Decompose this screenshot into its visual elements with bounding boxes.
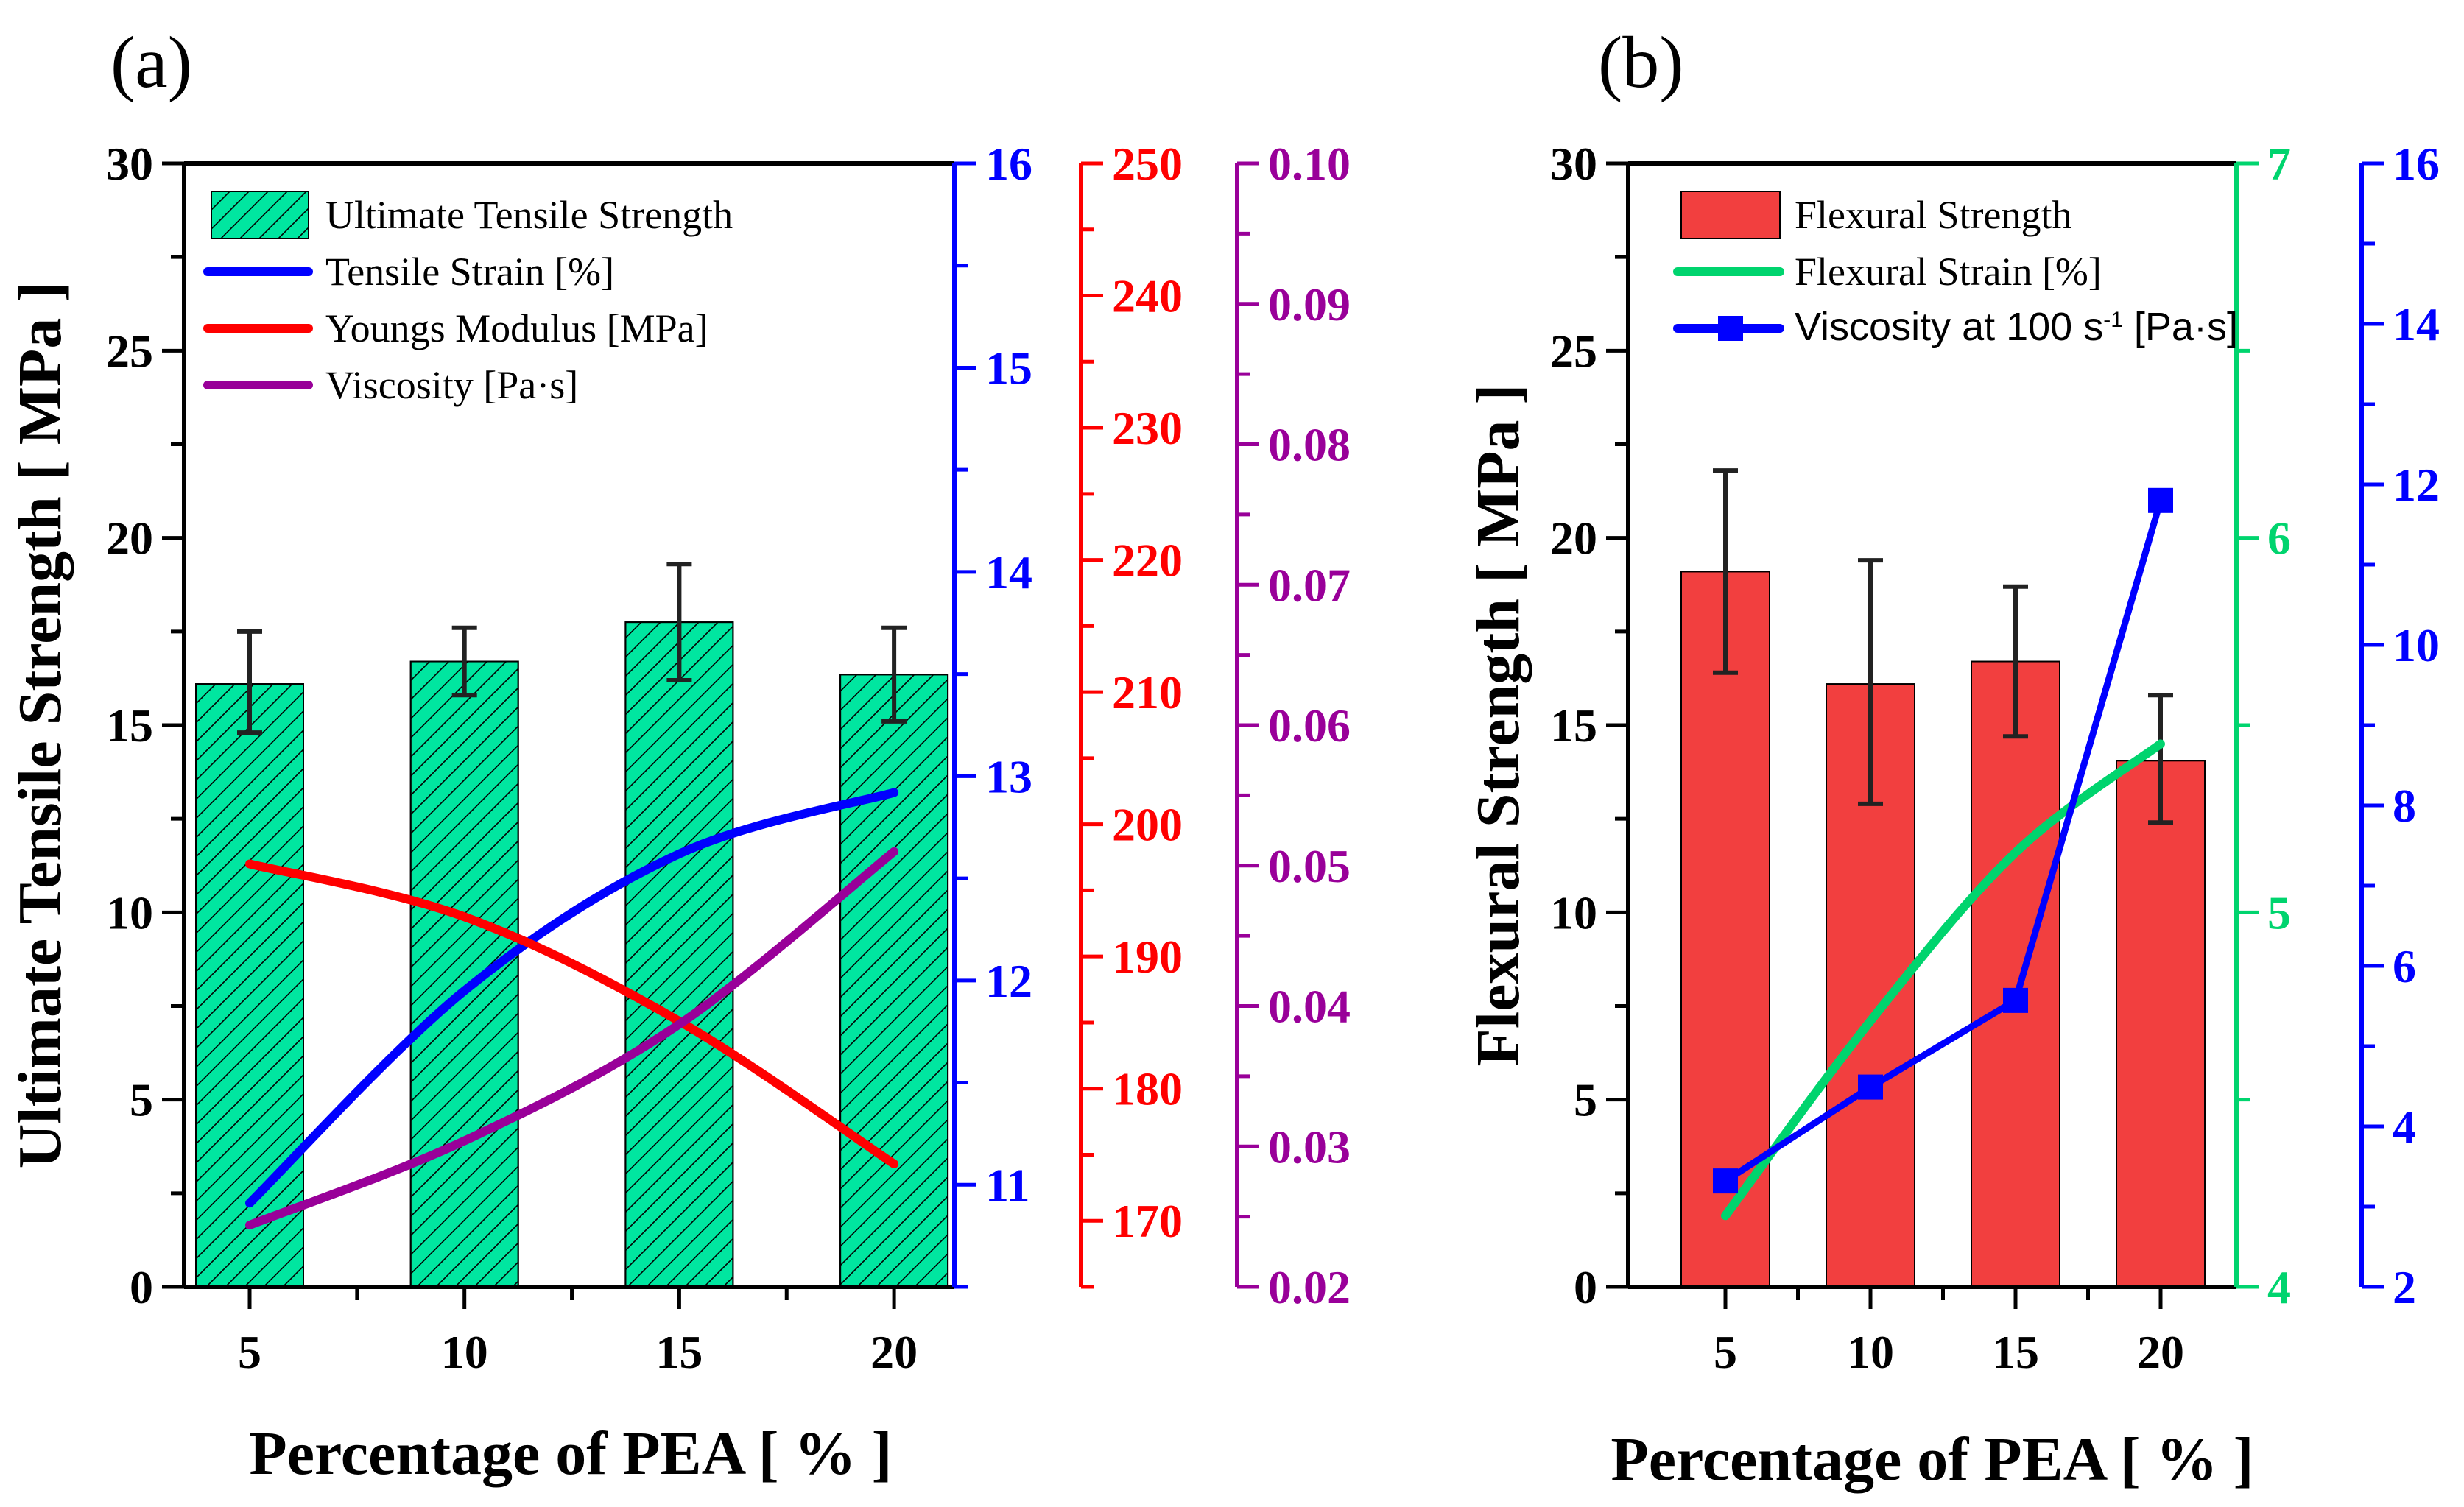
y-tick-label-modulus: 190 xyxy=(1112,931,1183,983)
y-tick-label-strain: 7 xyxy=(2267,138,2291,190)
y-axis-title-b: Flexural Strength [ MPa ] xyxy=(1464,384,1532,1067)
bar-hatch xyxy=(624,621,734,1288)
x-tick-label: 20 xyxy=(870,1326,918,1378)
data-point-marker xyxy=(2148,487,2173,513)
x-tick-label: 10 xyxy=(1847,1326,1894,1378)
panel-label-a: (a) xyxy=(110,21,192,103)
legend-label-suffix: [Pa·s] xyxy=(2123,305,2238,349)
y-tick-label-left: 30 xyxy=(1550,138,1597,190)
x-axis-title-a: Percentage of PEA [ % ] xyxy=(249,1419,892,1488)
y-tick-label-modulus: 240 xyxy=(1112,270,1183,322)
bar-hatch xyxy=(839,674,949,1288)
y-tick-label-strain: 14 xyxy=(985,546,1032,599)
y-tick-label-strain: 11 xyxy=(985,1159,1029,1211)
y-tick-label-viscosity: 12 xyxy=(2393,459,2440,511)
x-tick-label: 5 xyxy=(238,1326,261,1378)
y-tick-label-left: 10 xyxy=(106,886,153,939)
bar-hatch xyxy=(195,683,304,1288)
y-tick-label-viscosity: 16 xyxy=(2393,138,2440,190)
bar xyxy=(2116,760,2206,1288)
series-line-strain xyxy=(245,788,899,1208)
legend-label: Viscosity [Pa·s] xyxy=(325,363,578,407)
y-tick-label-viscosity: 0.09 xyxy=(1268,278,1351,331)
x-tick-label: 10 xyxy=(441,1326,488,1378)
y-tick-label-viscosity: 6 xyxy=(2393,940,2416,992)
x-tick-label: 15 xyxy=(1992,1326,2039,1378)
series-line-viscosity xyxy=(245,847,899,1230)
y-tick-label-viscosity: 0.04 xyxy=(1268,981,1351,1033)
y-tick-label-modulus: 170 xyxy=(1112,1195,1183,1247)
legend-swatch-hatch xyxy=(211,191,309,239)
bar-hatch xyxy=(409,660,519,1288)
y-tick-label-strain: 6 xyxy=(2267,512,2291,565)
y-tick-label-viscosity: 0.10 xyxy=(1268,138,1351,190)
y-tick-label-viscosity: 8 xyxy=(2393,780,2416,832)
legend-label: Viscosity at 100 s-1 [Pa·s] xyxy=(1795,305,2238,349)
data-point-marker xyxy=(1713,1168,1738,1194)
series-line-strain xyxy=(1721,739,2165,1221)
legend-label-main: Viscosity at 100 s xyxy=(1795,305,2103,349)
y-axis-title-a: Ultimate Tensile Strength [ MPa ] xyxy=(6,282,74,1169)
legend-label: Flexural Strength xyxy=(1795,193,2071,237)
y-tick-label-left: 15 xyxy=(106,699,153,752)
series-line-viscosity xyxy=(1723,499,2164,1184)
x-tick-label: 15 xyxy=(655,1326,703,1378)
y-tick-label-left: 25 xyxy=(106,325,153,377)
y-tick-label-left: 10 xyxy=(1550,886,1597,939)
y-tick-label-strain: 16 xyxy=(985,138,1032,190)
panel-b: 5 10 15 20 0 5 10 15 20 25 30 4 5 6 7 2 4 6 8 10 12 14 16 Flexu… xyxy=(1550,138,2440,1378)
y-tick-label-strain: 15 xyxy=(985,342,1032,394)
series-line-modulus xyxy=(245,859,899,1169)
y-tick-label-left: 15 xyxy=(1550,699,1597,752)
data-point-marker xyxy=(1858,1074,1883,1100)
legend-swatch-bar xyxy=(1680,191,1781,239)
legend-label-superscript: -1 xyxy=(2103,308,2123,332)
y-tick-label-viscosity: 0.05 xyxy=(1268,840,1351,892)
bar xyxy=(1680,571,1770,1288)
x-axis-title-b: Percentage of PEA [ % ] xyxy=(1611,1425,2253,1494)
y-tick-label-modulus: 180 xyxy=(1112,1063,1183,1115)
legend-swatch-marker xyxy=(1718,316,1743,341)
y-tick-label-left: 20 xyxy=(106,512,153,565)
y-tick-label-viscosity: 0.02 xyxy=(1268,1261,1351,1313)
bar xyxy=(1971,660,2060,1288)
x-tick-label: 5 xyxy=(1714,1326,1737,1378)
y-tick-label-viscosity: 0.03 xyxy=(1268,1120,1351,1173)
y-tick-label-strain: 4 xyxy=(2267,1261,2291,1313)
y-tick-label-left: 20 xyxy=(1550,512,1597,565)
y-tick-label-strain: 5 xyxy=(2267,886,2291,939)
y-tick-label-left: 5 xyxy=(130,1074,153,1126)
y-tick-label-viscosity: 10 xyxy=(2393,619,2440,671)
panel-a: 5 10 15 20051015202530111213141516170180190… xyxy=(106,138,1351,1378)
y-tick-label-modulus: 220 xyxy=(1112,534,1183,587)
legend-label: Youngs Modulus [MPa] xyxy=(325,306,708,350)
data-point-marker xyxy=(2003,987,2028,1013)
y-tick-label-viscosity: 0.08 xyxy=(1268,419,1351,471)
y-tick-label-modulus: 250 xyxy=(1112,138,1183,190)
y-tick-label-modulus: 230 xyxy=(1112,402,1183,454)
y-tick-label-viscosity: 0.07 xyxy=(1268,559,1351,611)
y-tick-label-viscosity: 2 xyxy=(2393,1261,2416,1313)
legend-label: Flexural Strain [%] xyxy=(1795,250,2102,294)
y-tick-label-viscosity: 4 xyxy=(2393,1101,2416,1153)
y-tick-label-left: 25 xyxy=(1550,325,1597,377)
y-tick-label-left: 30 xyxy=(106,138,153,190)
y-tick-label-strain: 13 xyxy=(985,750,1032,802)
y-tick-label-left: 5 xyxy=(1574,1074,1597,1126)
panel-label-b: (b) xyxy=(1598,21,1684,103)
x-tick-label: 20 xyxy=(2137,1326,2184,1378)
legend-label: Tensile Strain [%] xyxy=(325,250,614,294)
legend-label: Ultimate Tensile Strength xyxy=(325,193,733,237)
y-tick-label-viscosity: 0.06 xyxy=(1268,699,1351,752)
y-tick-label-strain: 12 xyxy=(985,955,1032,1007)
y-tick-label-modulus: 200 xyxy=(1112,799,1183,851)
y-tick-label-left: 0 xyxy=(1574,1261,1597,1313)
y-tick-label-viscosity: 14 xyxy=(2393,298,2440,350)
y-tick-label-modulus: 210 xyxy=(1112,666,1183,719)
y-tick-label-left: 0 xyxy=(130,1261,153,1313)
